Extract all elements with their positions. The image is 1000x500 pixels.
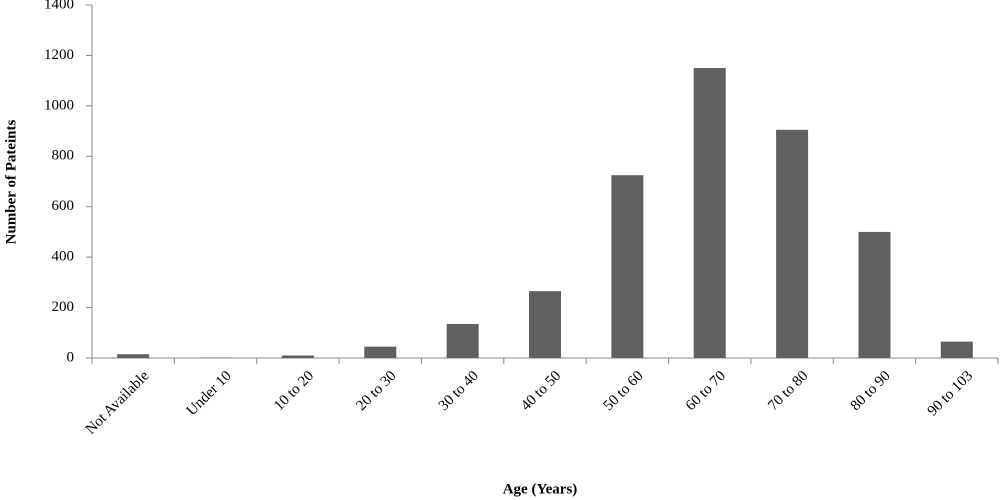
x-tick-label: 20 to 30 (353, 368, 399, 414)
bar (858, 231, 891, 358)
y-tick-label: 200 (52, 299, 75, 315)
bar (281, 355, 314, 358)
bar (776, 129, 809, 358)
x-tick-label: 10 to 20 (271, 368, 317, 414)
bar (529, 291, 561, 358)
y-tick-label: 0 (67, 349, 75, 365)
bar (199, 357, 232, 358)
y-tick-label: 600 (52, 198, 75, 214)
y-axis-label: Number of Pateints (3, 119, 19, 244)
y-tick-label: 800 (52, 148, 75, 164)
x-tick-label: Under 10 (184, 368, 235, 419)
bar (693, 68, 726, 359)
bar (940, 341, 973, 358)
x-tick-label: 40 to 50 (518, 368, 564, 414)
x-tick-label: 60 to 70 (683, 368, 729, 414)
x-tick-label: 50 to 60 (601, 368, 647, 414)
x-axis-label: Age (Years) (503, 481, 578, 497)
y-tick-label: 1200 (44, 47, 74, 63)
bar (611, 175, 644, 358)
bar (364, 346, 397, 358)
x-tick-label: 90 to 103 (925, 368, 976, 419)
x-tick-label: 70 to 80 (765, 368, 811, 414)
y-tick-label: 1000 (44, 97, 74, 113)
x-tick-label: 80 to 90 (848, 368, 894, 414)
y-tick-label: 1400 (44, 0, 74, 12)
x-tick-label: Not Available (83, 368, 153, 438)
bar (117, 354, 150, 358)
y-tick-label: 400 (52, 249, 75, 265)
x-tick-label: 30 to 40 (436, 368, 482, 414)
bar (446, 323, 479, 358)
